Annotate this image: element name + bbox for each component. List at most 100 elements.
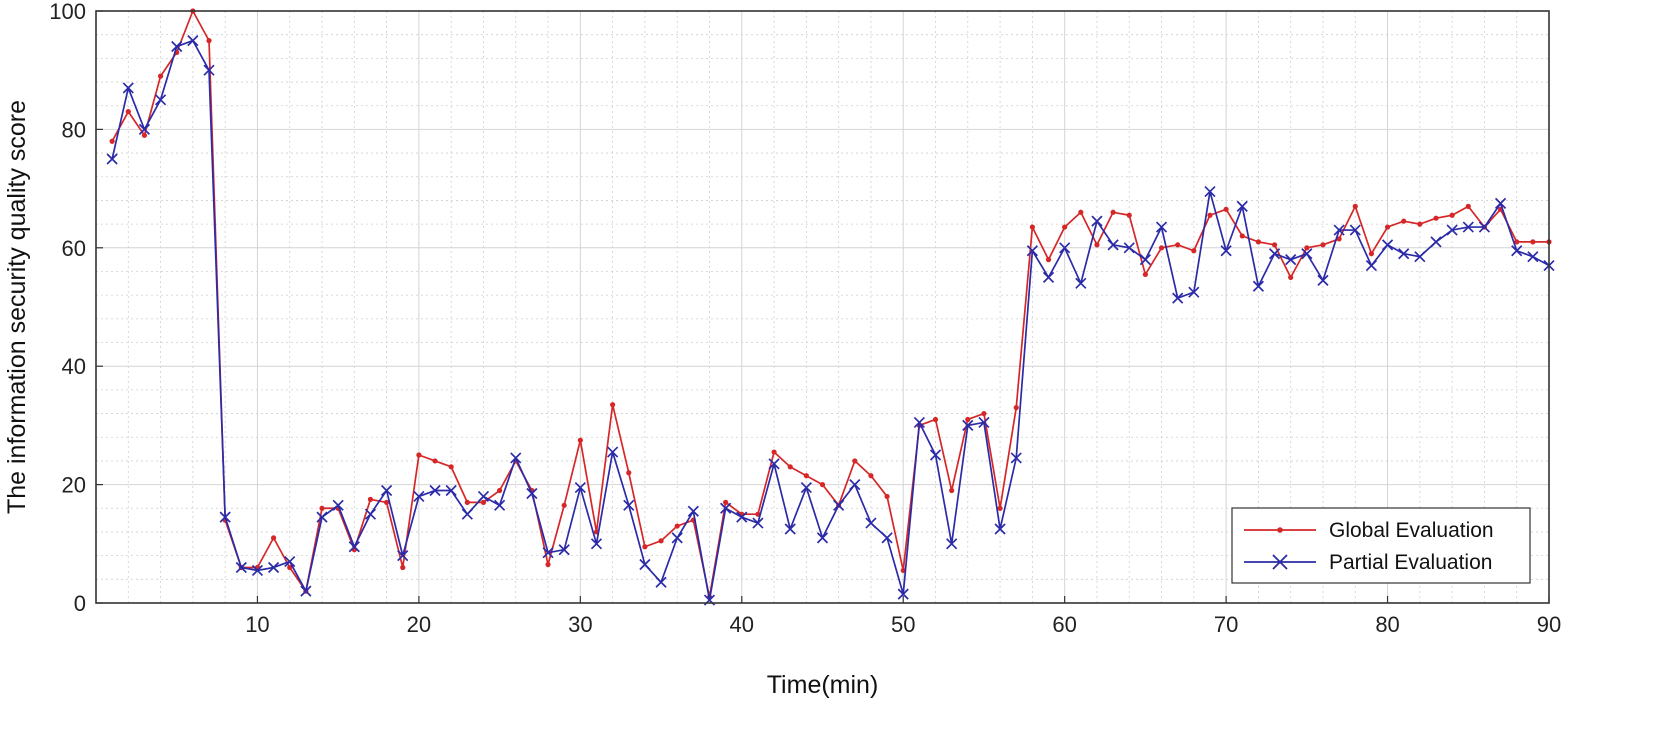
data-point <box>1288 274 1294 280</box>
data-point <box>1352 203 1358 209</box>
legend-label-global: Global Evaluation <box>1329 519 1494 542</box>
data-point <box>1433 215 1439 221</box>
data-point <box>171 40 183 53</box>
data-point <box>494 499 506 511</box>
x-tick-label: 60 <box>1052 612 1076 637</box>
data-point <box>157 73 164 79</box>
data-point <box>1255 239 1261 245</box>
data-point <box>865 517 877 529</box>
data-point <box>1527 251 1539 263</box>
data-point <box>1236 200 1248 212</box>
data-point <box>787 464 793 470</box>
data-point <box>1349 224 1361 236</box>
data-point <box>1091 215 1103 227</box>
data-point <box>1042 271 1055 284</box>
data-point <box>300 585 312 597</box>
y-tick-label: 60 <box>62 236 86 261</box>
data-point <box>1320 242 1326 248</box>
data-point <box>1107 239 1119 251</box>
data-point <box>1252 280 1265 292</box>
data-point <box>962 419 974 432</box>
data-point <box>122 82 134 94</box>
data-point <box>1207 212 1213 218</box>
data-point <box>819 482 826 488</box>
data-point <box>432 458 438 464</box>
data-point <box>270 535 277 541</box>
data-point <box>203 64 215 76</box>
data-point <box>1172 292 1184 304</box>
data-point <box>1175 242 1181 248</box>
data-point <box>946 538 958 550</box>
data-point <box>949 487 955 494</box>
y-tick-label: 20 <box>62 473 86 498</box>
x-axis: 10 20 30 40 50 60 70 80 90 <box>245 596 1561 637</box>
data-point <box>590 538 603 550</box>
y-tick-label: 80 <box>62 117 86 142</box>
data-point <box>1110 209 1116 215</box>
x-tick-label: 40 <box>730 612 754 637</box>
data-point <box>1029 224 1035 230</box>
data-point <box>1398 248 1410 260</box>
data-point <box>1271 242 1278 248</box>
data-point <box>1285 254 1297 266</box>
data-point <box>574 481 586 494</box>
data-point <box>400 564 406 571</box>
data-point <box>561 502 567 508</box>
data-point <box>723 499 729 505</box>
data-point <box>658 538 664 544</box>
series-global-evaluation <box>109 8 1552 600</box>
x-tick-label: 70 <box>1214 612 1238 637</box>
data-point <box>1155 221 1168 233</box>
data-point <box>480 499 487 505</box>
data-point <box>1045 257 1052 263</box>
legend-box <box>1231 507 1531 584</box>
x-tick-label: 20 <box>407 612 431 637</box>
y-tick-label: 40 <box>62 354 86 379</box>
data-point <box>1223 206 1229 212</box>
data-point <box>187 34 199 47</box>
data-point <box>771 449 777 455</box>
data-point <box>413 490 425 503</box>
data-point <box>932 416 939 423</box>
data-point <box>287 564 293 571</box>
data-point <box>1462 221 1474 233</box>
data-point <box>1478 221 1491 233</box>
data-point <box>639 558 651 571</box>
data-point <box>154 94 167 106</box>
series-partial-evaluation <box>106 34 1555 606</box>
data-point <box>316 511 328 523</box>
data-point <box>526 487 538 500</box>
data-point <box>978 416 990 429</box>
y-tick-label: 0 <box>74 591 86 616</box>
data-point <box>997 505 1003 511</box>
legend-label-partial: Partial Evaluation <box>1329 551 1492 574</box>
data-point <box>445 484 457 497</box>
data-point <box>577 437 583 443</box>
data-point <box>267 561 280 574</box>
data-point <box>384 499 390 505</box>
data-point <box>416 452 422 458</box>
data-point <box>803 473 809 479</box>
data-point <box>348 541 360 553</box>
data-point <box>1239 233 1245 239</box>
data-point <box>768 458 780 470</box>
data-point <box>448 464 454 470</box>
data-point <box>138 123 151 136</box>
data-point <box>671 532 683 544</box>
data-point <box>849 478 861 491</box>
data-point <box>1333 224 1345 236</box>
data-point <box>1336 236 1342 242</box>
legend-marker-dot <box>1277 527 1283 533</box>
data-point <box>1494 197 1507 210</box>
data-point <box>1013 405 1019 411</box>
data-point <box>929 449 942 461</box>
data-point <box>687 505 699 517</box>
data-point <box>206 38 212 44</box>
data-point <box>965 416 971 423</box>
data-point <box>1062 224 1068 230</box>
series-line <box>111 39 1550 601</box>
data-point <box>1417 221 1423 227</box>
data-point <box>994 523 1006 535</box>
data-point <box>497 487 503 494</box>
